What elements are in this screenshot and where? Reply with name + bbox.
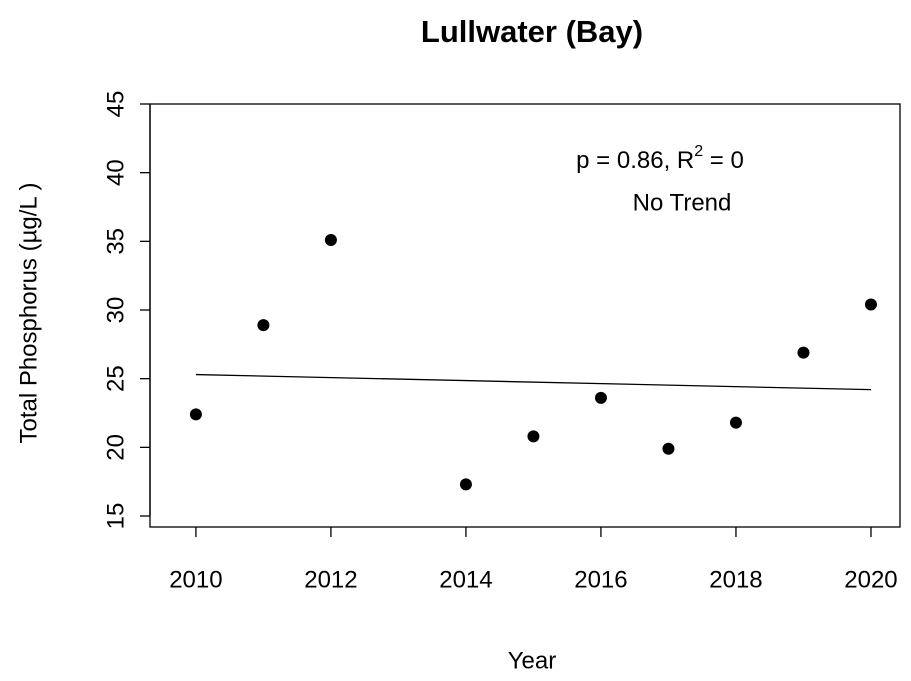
annotation-note: No Trend — [633, 189, 732, 216]
point — [527, 430, 540, 443]
x-tick-label: 2018 — [709, 566, 762, 593]
plot-frame — [149, 103, 901, 528]
annotation: p = 0.86, R2 = 0 — [576, 143, 744, 174]
x-tick-label: 2020 — [844, 566, 897, 593]
y-tick-label: 35 — [102, 228, 129, 255]
y-tick-label: 15 — [102, 503, 129, 530]
y-tick-label: 40 — [102, 159, 129, 186]
point — [257, 319, 270, 332]
trend-line — [195, 373, 871, 391]
point — [797, 346, 810, 359]
point — [594, 391, 607, 404]
chart-title: Lullwater (Bay) — [421, 14, 643, 49]
x-tick-label: 2012 — [304, 566, 357, 593]
point — [729, 416, 742, 429]
y-tick-label: 20 — [102, 434, 129, 461]
point — [189, 408, 202, 421]
y-axis-label: Total Phosphorus (µg/L ) — [15, 182, 42, 443]
point — [662, 442, 675, 455]
point — [324, 233, 337, 246]
x-tick-label: 2016 — [574, 566, 627, 593]
point — [459, 478, 472, 491]
x-tick-label: 2014 — [439, 566, 492, 593]
x-tick-label: 2010 — [169, 566, 222, 593]
y-tick-label: 30 — [102, 297, 129, 324]
y-tick-label: 25 — [102, 365, 129, 392]
point — [864, 298, 877, 311]
y-tick-label: 45 — [102, 91, 129, 118]
x-axis-label: Year — [508, 647, 557, 674]
